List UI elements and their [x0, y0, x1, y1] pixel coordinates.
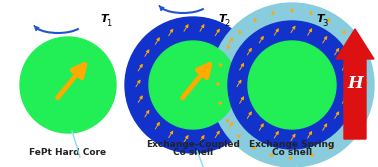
Circle shape [248, 41, 336, 129]
Text: Co shell: Co shell [173, 148, 213, 157]
Text: Exchange-Coupled: Exchange-Coupled [146, 140, 240, 149]
Text: FePt Hard Core: FePt Hard Core [29, 148, 107, 157]
Text: 3: 3 [322, 19, 327, 28]
Circle shape [149, 41, 237, 129]
Text: 1: 1 [106, 19, 111, 28]
Circle shape [125, 17, 261, 153]
Circle shape [20, 37, 116, 133]
Text: T: T [218, 14, 226, 24]
Text: T: T [316, 14, 324, 24]
Text: T: T [100, 14, 108, 24]
FancyArrow shape [336, 29, 374, 139]
Text: Co shell: Co shell [272, 148, 312, 157]
Text: Exchange Spring: Exchange Spring [249, 140, 335, 149]
Circle shape [228, 21, 356, 149]
Text: 2: 2 [224, 19, 229, 28]
Circle shape [210, 3, 374, 167]
Text: H: H [347, 75, 363, 93]
